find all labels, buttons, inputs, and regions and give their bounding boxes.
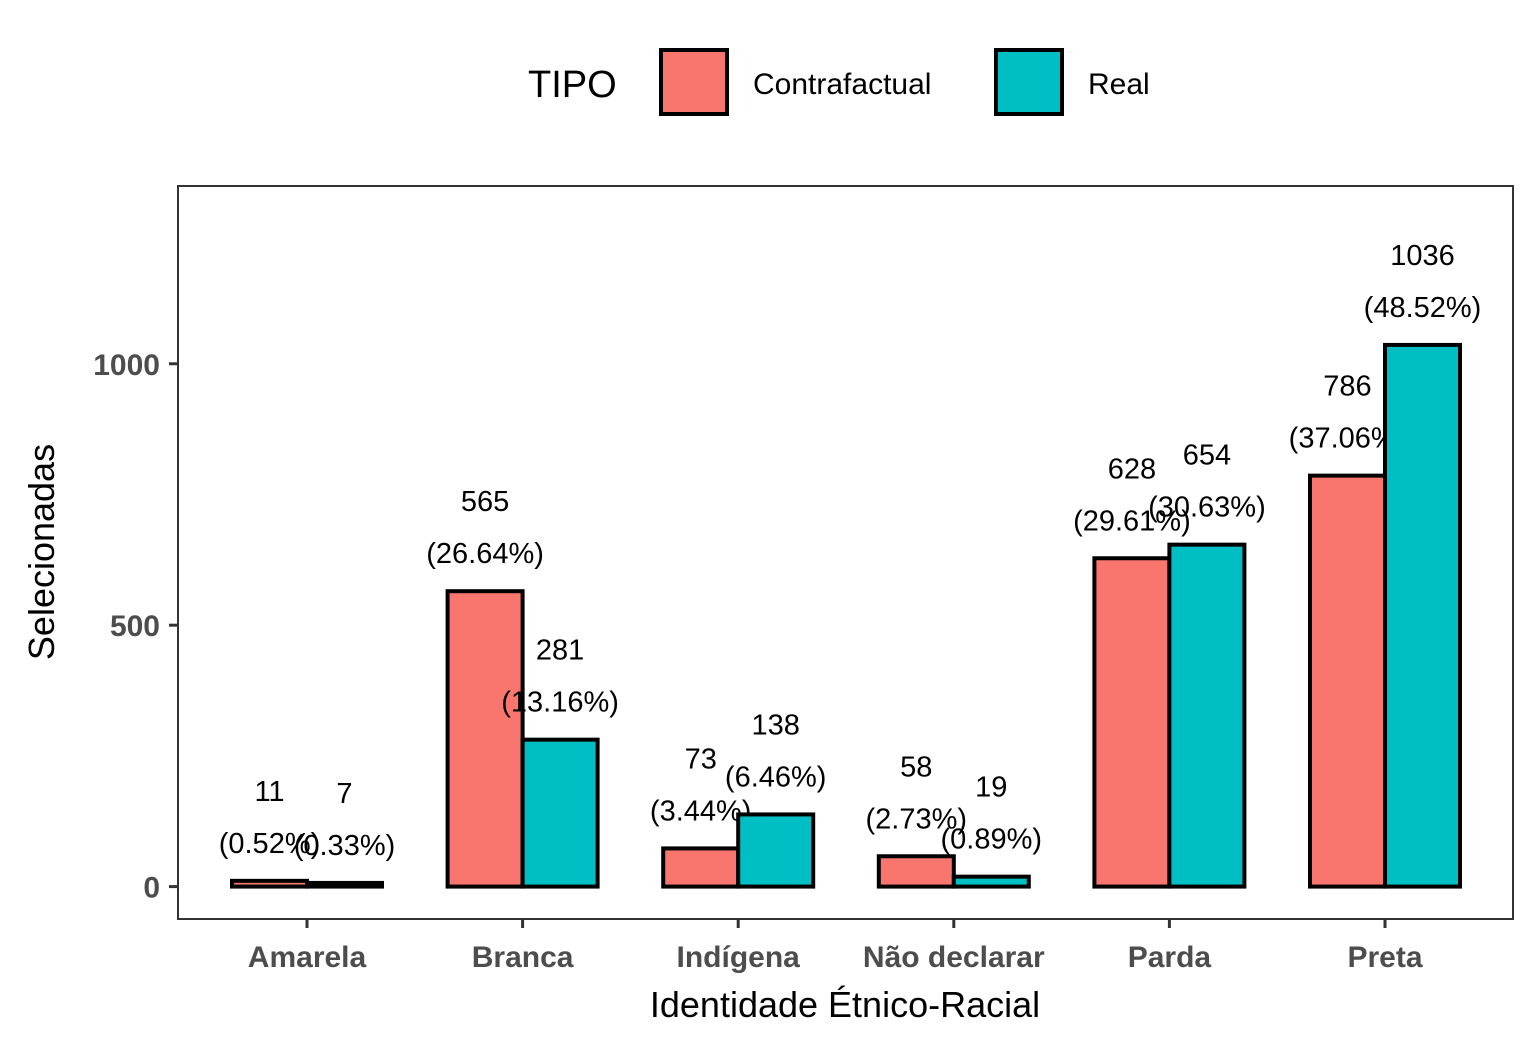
bars-layer: 11 (0.52%) 7 (0.33%) 565 (26.64%) 281 (13.16%) 7… (219, 240, 1482, 889)
percent-label-contrafactual-nao-declarar: (2.73%) (866, 803, 968, 835)
x-tick-label-nao-declarar: Não declarar (863, 941, 1045, 974)
x-axis: Amarela Branca Indígena Não declarar Parda Pr… (248, 919, 1423, 974)
legend-label-contrafactual: Contrafactual (753, 68, 931, 101)
y-tick-label: 500 (110, 610, 160, 643)
legend-swatch-contrafactual (659, 48, 729, 116)
value-label-real-preta: 1036 (1390, 240, 1455, 272)
y-axis-title: Selecionadas (21, 444, 62, 660)
x-tick-label-branca: Branca (472, 941, 574, 974)
percent-label-real-branca: (13.16%) (501, 687, 619, 719)
plot-panel (177, 185, 1514, 920)
x-tick-label-amarela: Amarela (248, 941, 367, 974)
legend-label-real: Real (1088, 68, 1150, 101)
x-tick-label-parda: Parda (1128, 941, 1212, 974)
percent-label-contrafactual-branca: (26.64%) (426, 538, 544, 570)
bar-contrafactual-indigena (661, 846, 741, 889)
bar-real-indigena (736, 812, 816, 889)
value-label-real-amarela: 7 (336, 778, 352, 810)
value-label-contrafactual-preta: 786 (1323, 371, 1371, 403)
value-label-contrafactual-branca: 565 (461, 486, 509, 518)
bar-real-branca (520, 737, 600, 889)
legend-title: TIPO (528, 64, 617, 106)
value-label-real-branca: 281 (536, 635, 584, 667)
percent-label-contrafactual-indigena: (3.44%) (650, 795, 752, 827)
percent-label-contrafactual-amarela: (0.52%) (219, 828, 321, 860)
percent-label-real-amarela: (0.33%) (294, 830, 396, 862)
y-tick-label: 0 (143, 872, 160, 905)
value-label-contrafactual-nao-declarar: 58 (900, 751, 932, 783)
legend-swatch-real (994, 48, 1064, 116)
value-label-real-parda: 654 (1183, 440, 1231, 472)
bar-real-nao-declarar (951, 874, 1031, 889)
value-label-real-nao-declarar: 19 (975, 772, 1007, 804)
bar-contrafactual-branca (445, 589, 525, 889)
percent-label-real-nao-declarar: (0.89%) (941, 824, 1043, 856)
percent-label-contrafactual-parda: (29.61%) (1073, 505, 1191, 537)
bar-real-parda (1167, 542, 1247, 889)
percent-label-real-indigena: (6.46%) (725, 761, 827, 793)
bar-contrafactual-amarela (230, 878, 309, 889)
x-tick-label-indigena: Indígena (677, 941, 801, 974)
percent-label-real-preta: (48.52%) (1364, 292, 1482, 324)
bar-real-amarela (305, 880, 384, 889)
bar-contrafactual-parda (1092, 556, 1172, 889)
legend: TIPO Contrafactual Real (528, 48, 1150, 116)
y-tick-label: 1000 (93, 349, 160, 382)
bar-contrafactual-preta (1308, 473, 1387, 889)
value-label-contrafactual-indigena: 73 (685, 743, 717, 775)
value-label-contrafactual-parda: 628 (1108, 453, 1156, 485)
percent-label-real-parda: (30.63%) (1148, 492, 1266, 524)
bar-real-preta (1383, 342, 1462, 889)
value-label-contrafactual-amarela: 11 (254, 776, 284, 808)
value-label-real-indigena: 138 (752, 709, 800, 741)
x-axis-title: Identidade Étnico-Racial (650, 984, 1040, 1025)
bar-contrafactual-nao-declarar (876, 854, 956, 889)
x-tick-label-preta: Preta (1347, 941, 1422, 974)
y-axis: 0 500 1000 (93, 349, 178, 905)
